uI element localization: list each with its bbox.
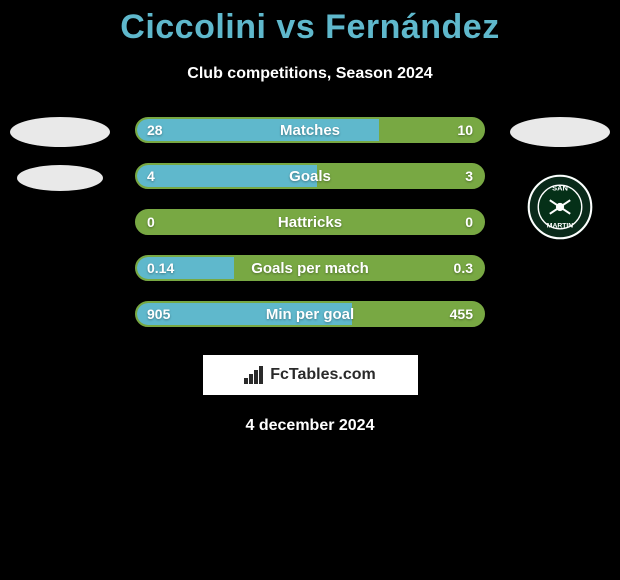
stat-left-value: 28 bbox=[147, 122, 163, 138]
stat-bar-fill-left bbox=[137, 119, 379, 141]
stat-bar: 4 Goals 3 bbox=[135, 163, 485, 189]
stat-right-value: 0.3 bbox=[454, 260, 473, 276]
left-club-badge-placeholder-2 bbox=[17, 165, 103, 191]
bar-chart-icon bbox=[244, 366, 264, 384]
subtitle: Club competitions, Season 2024 bbox=[0, 65, 620, 83]
right-club-crest: SAN MARTIN bbox=[510, 165, 610, 249]
stat-label: Hattricks bbox=[278, 214, 342, 231]
left-club-column bbox=[0, 117, 120, 191]
stat-label: Goals per match bbox=[251, 260, 369, 277]
svg-text:MARTIN: MARTIN bbox=[547, 222, 574, 229]
stat-bar: 0.14 Goals per match 0.3 bbox=[135, 255, 485, 281]
page-title: Ciccolini vs Fernández bbox=[0, 0, 620, 47]
stat-left-value: 0 bbox=[147, 214, 155, 230]
comparison-content: SAN MARTIN 28Matches104Goals30Hattricks0… bbox=[0, 117, 620, 327]
stat-right-value: 3 bbox=[465, 168, 473, 184]
date-text: 4 december 2024 bbox=[0, 417, 620, 435]
stat-label: Min per goal bbox=[266, 306, 354, 323]
stat-right-value: 0 bbox=[465, 214, 473, 230]
san-martin-crest-icon: SAN MARTIN bbox=[518, 173, 602, 241]
stat-bar: 905 Min per goal 455 bbox=[135, 301, 485, 327]
right-club-badge-placeholder bbox=[510, 117, 610, 147]
branding-text: FcTables.com bbox=[270, 366, 376, 384]
stat-bar: 28 Matches 10 bbox=[135, 117, 485, 143]
stat-left-value: 4 bbox=[147, 168, 155, 184]
stat-left-value: 905 bbox=[147, 306, 170, 322]
left-club-badge-placeholder-1 bbox=[10, 117, 110, 147]
branding-box: FcTables.com bbox=[203, 355, 418, 395]
stat-right-value: 455 bbox=[450, 306, 473, 322]
right-club-column: SAN MARTIN bbox=[500, 117, 620, 249]
stat-label: Matches bbox=[280, 122, 340, 139]
stat-bar: 0 Hattricks 0 bbox=[135, 209, 485, 235]
stat-bars: 28 Matches 10 4 Goals 3 0 Hattricks 0 0.14 Goals p… bbox=[135, 117, 485, 327]
stat-label: Goals bbox=[289, 168, 331, 185]
stat-left-value: 0.14 bbox=[147, 260, 174, 276]
stat-right-value: 10 bbox=[457, 122, 473, 138]
svg-text:SAN: SAN bbox=[552, 184, 568, 193]
